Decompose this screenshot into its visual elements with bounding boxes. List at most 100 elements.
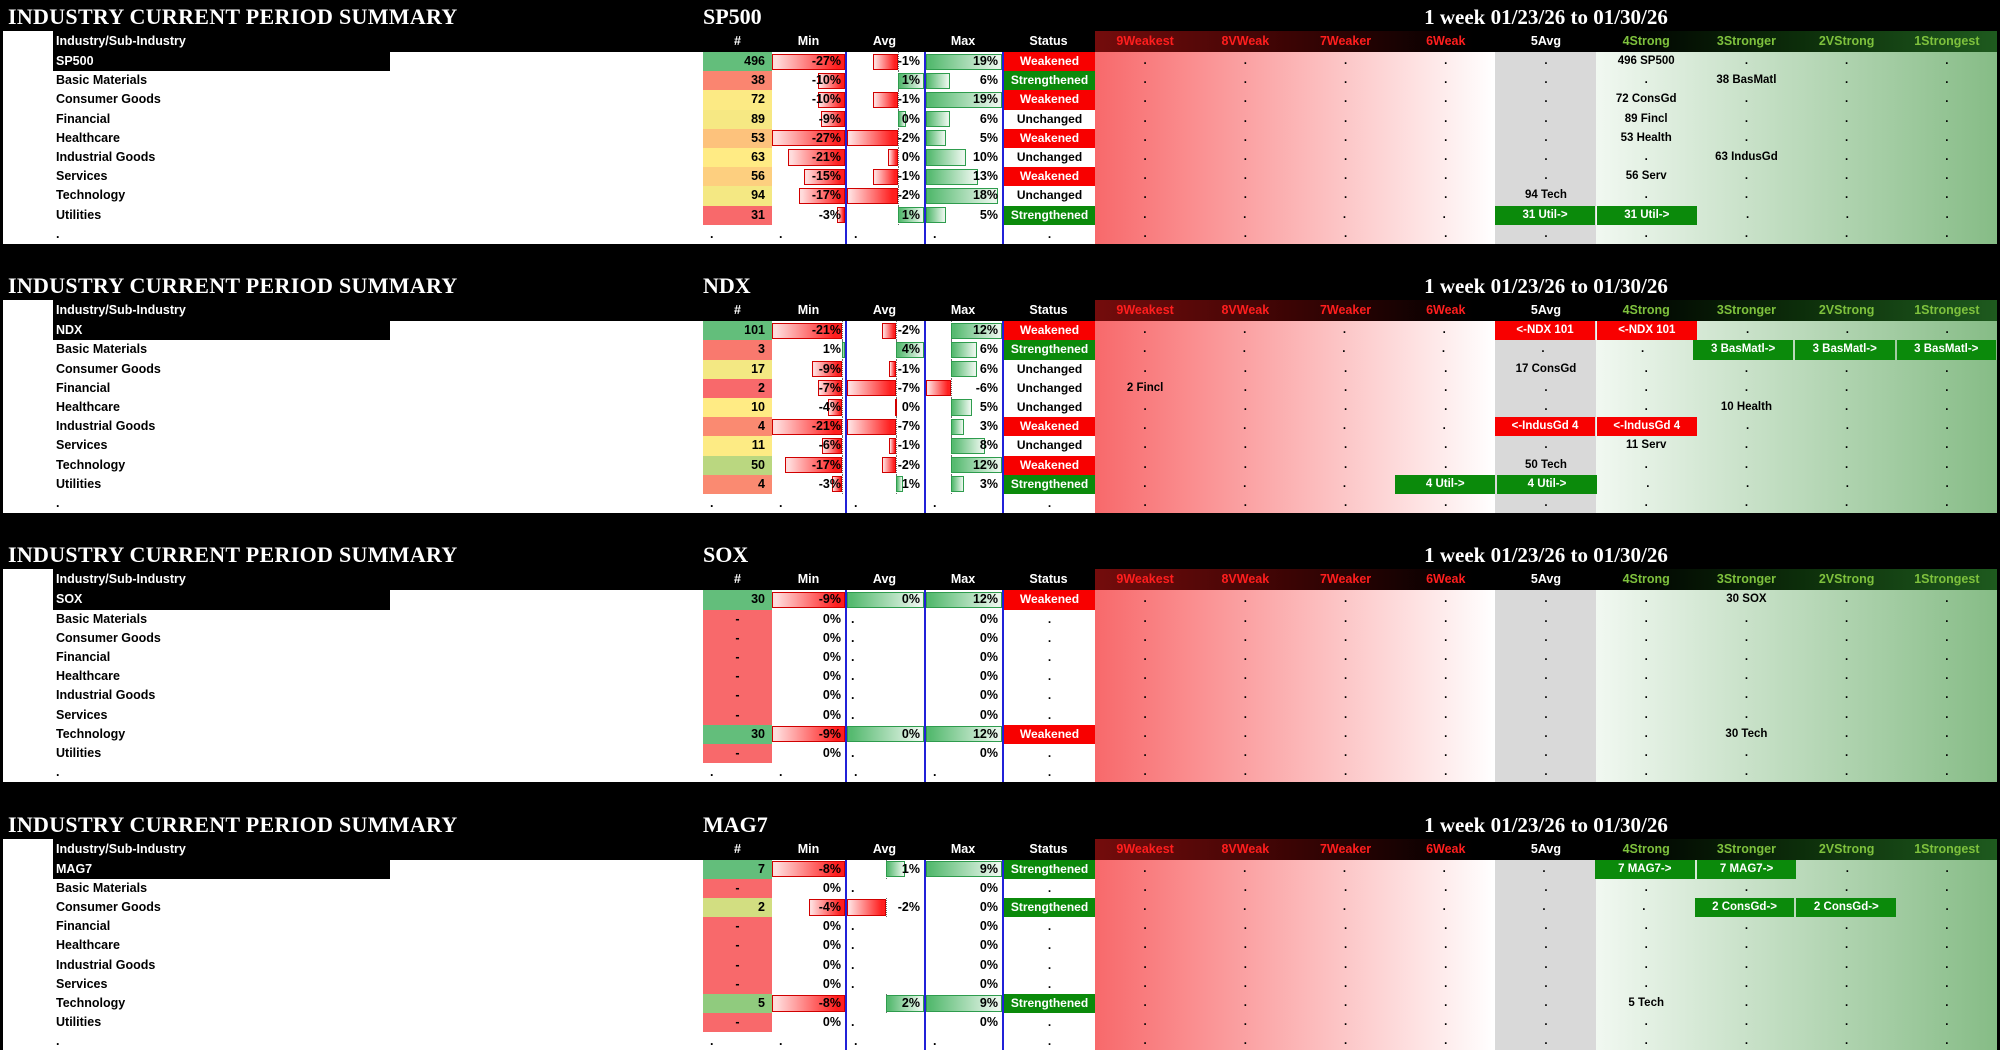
table-header-group: Industry/Sub-Industry # Min Avg Max Status [53, 838, 1095, 860]
spectrum-cell-6weak: . [1442, 208, 1446, 221]
data-bar [836, 207, 845, 224]
spectrum-cell-4strong: . [1640, 343, 1645, 356]
spectrum-cell-3stronger: 30 Tech [1725, 727, 1768, 740]
spectrum-cell-7weaker: . [1343, 1016, 1348, 1029]
max-cell: 10% [924, 147, 1002, 168]
spectrum-cell-2vstrong: . [1845, 862, 1849, 875]
data-bar [847, 418, 896, 435]
spectrum-row: ...... 38 BasMatl.. [1095, 71, 1997, 91]
avg-value: 1% [901, 207, 920, 222]
data-bar [894, 399, 897, 416]
industry-label: NDX [53, 321, 390, 341]
column-header-count: # [734, 34, 741, 48]
max-cell: 13% [924, 167, 1002, 187]
column-header-industry: Industry/Sub-Industry [56, 572, 186, 587]
spectrum-cell-6weak: . [1444, 977, 1448, 990]
table-row-healthcare: Healthcare - 0%. 0%.......... [3, 936, 1997, 956]
count-value: 30 [751, 726, 765, 741]
count-cell: 496 [703, 52, 772, 72]
table-header-row: Industry/Sub-Industry # Min Avg Max Status 9We… [3, 569, 1997, 591]
spectrum-cell-7weaker: . [1342, 477, 1347, 490]
avg-value: . [851, 649, 855, 664]
spectrum-cell-3stronger: 2 ConsGd-> [1694, 897, 1795, 918]
industry-label: Basic Materials [56, 880, 148, 895]
spectrum-cell-9weakest: . [1143, 439, 1147, 452]
spectrum-cell-1strongest: . [1945, 458, 1949, 471]
spectrum-cell-6weak: . [1444, 131, 1448, 144]
data-bar [951, 341, 977, 359]
status-cell: Unchanged [1002, 436, 1095, 456]
spectrum-cell-1strongest: . [1945, 324, 1949, 337]
spectrum-row: ......... [1095, 686, 1997, 706]
avg-value: 1% [901, 476, 920, 491]
avg-value: 0% [901, 726, 920, 741]
data-bar [785, 457, 842, 474]
min-value: -17% [811, 457, 841, 472]
max-value: 6% [979, 342, 998, 357]
spectrum-cell-7weaker: . [1343, 593, 1348, 606]
table-row-healthcare: Healthcare 53 -27% -2% 5% Weakened..... 53 Hea… [3, 128, 1997, 148]
bar-axis [841, 474, 843, 494]
spectrum-cell-3stronger: 30 SOX [1726, 593, 1767, 606]
table-row-utilities: Utilities 4 -3% 1% 3% Strengthened... 4 Util->… [3, 474, 1997, 494]
spectrum-cell-1strongest: . [1945, 400, 1949, 413]
avg-cell: -7% [845, 378, 924, 398]
status-value: Strengthened [1010, 476, 1089, 491]
spectrum-row: ......... [1095, 493, 1997, 513]
data-bar [888, 149, 899, 166]
gutter [3, 763, 53, 783]
spectrum-header-3stronger: 3Stronger [1716, 841, 1776, 856]
avg-cell: . [845, 917, 924, 937]
data-bar [772, 418, 842, 435]
spectrum-cell-3stronger: 38 BasMatl [1716, 74, 1777, 87]
status-value: Weakened [1019, 457, 1080, 472]
spectrum-cell-1strongest: . [1945, 55, 1949, 67]
industry-label: Services [56, 438, 108, 453]
avg-value: . [851, 669, 855, 684]
industry-label-cell: Services [53, 974, 703, 994]
bar-axis [898, 128, 900, 148]
dot: . [1444, 1035, 1448, 1048]
spectrum-row: ......... [1095, 1032, 1997, 1050]
spectrum-cell-7weaker: . [1343, 400, 1348, 413]
avg-cell: 0% [845, 109, 924, 129]
dot: . [924, 763, 1002, 783]
min-cell: -21% [772, 321, 845, 341]
industry-label: SP500 [53, 52, 390, 72]
status-value: . [1047, 938, 1052, 953]
spectrum-cell-2vstrong: . [1845, 55, 1849, 67]
industry-label: Financial [56, 919, 111, 934]
spectrum-cell-2vstrong: . [1845, 131, 1849, 144]
gutter [3, 936, 53, 956]
count-value: 94 [751, 188, 765, 203]
spectrum-cell-2vstrong: . [1845, 977, 1849, 990]
max-cell: -6% [924, 378, 1002, 398]
dot: . [56, 765, 60, 780]
spectrum-cell-6weak: . [1444, 612, 1448, 625]
spectrum-cell-9weakest: . [1143, 189, 1147, 202]
dot: . [56, 226, 60, 241]
spectrum-cell-9weakest: . [1143, 208, 1147, 221]
spectrum-cell-2vstrong: . [1845, 650, 1849, 663]
table-row-technology: Technology 30 -9% 0% 12% Weakened...... 30 Tec… [3, 724, 1997, 744]
table-row-financial: Financial 89 -9% 0% 6% Unchanged..... 89 Fincl… [3, 109, 1997, 129]
spectrum-cell-5avg: . [1544, 1016, 1548, 1029]
industry-label: Technology [56, 188, 126, 203]
spectrum-cell-1strongest: . [1945, 362, 1949, 375]
max-value: 19% [972, 54, 998, 68]
spectrum-cell-9weakest: . [1143, 1016, 1147, 1029]
spectrum-cell-9weakest: . [1143, 746, 1147, 759]
data-bar [841, 341, 845, 359]
section-title-row: INDUSTRY CURRENT PERIOD SUMMARY SP500 1 we… [3, 3, 1997, 31]
spectrum-cell-2vstrong: . [1845, 958, 1849, 971]
industry-label: Utilities [56, 207, 102, 222]
section-title-row: INDUSTRY CURRENT PERIOD SUMMARY MAG7 1 wee… [3, 810, 1997, 839]
count-cell: - [703, 974, 772, 994]
min-value: -9% [818, 592, 841, 607]
count-value: 30 [751, 592, 765, 607]
column-header-industry: Industry/Sub-Industry [56, 841, 186, 856]
data-bar [772, 861, 845, 878]
spectrum-cell-8vweak: . [1243, 881, 1247, 894]
min-value: 0% [822, 707, 841, 722]
data-bar [926, 111, 950, 128]
